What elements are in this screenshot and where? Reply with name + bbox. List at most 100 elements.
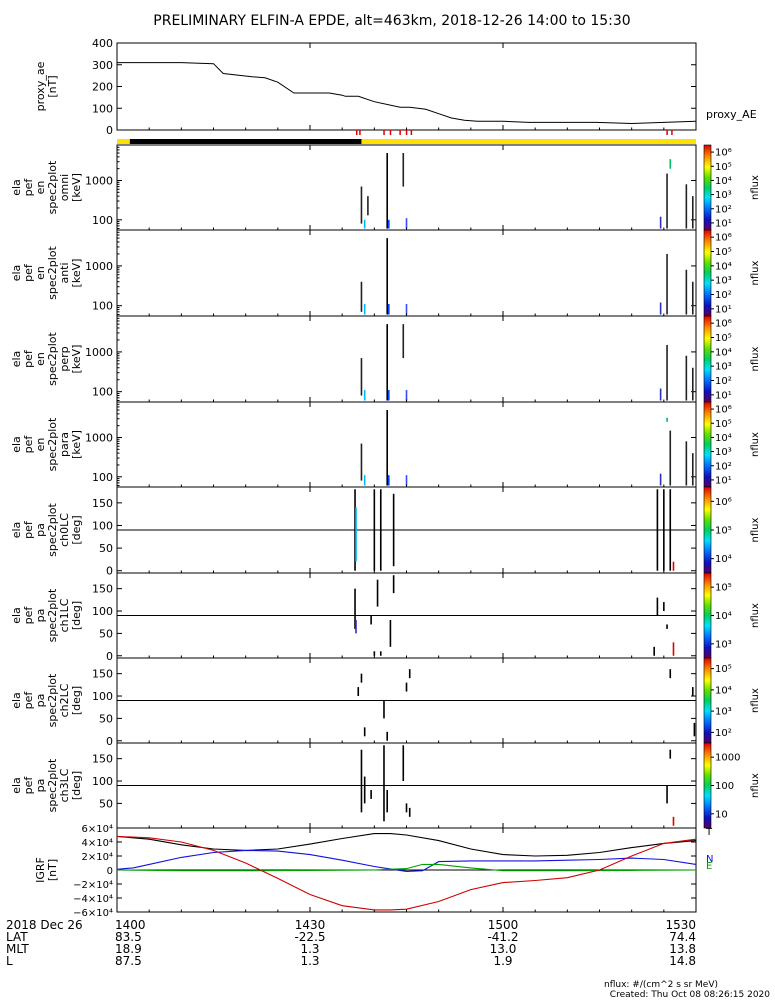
legend-entry: T bbox=[705, 827, 713, 838]
flux-streak bbox=[386, 731, 388, 741]
y-tick-label: 0 bbox=[106, 565, 113, 578]
flux-streak bbox=[373, 489, 376, 571]
y-axis-label: pa bbox=[34, 609, 47, 623]
y-axis-label: IGRF bbox=[34, 857, 47, 883]
y-tick-label: 100 bbox=[92, 214, 113, 227]
legend-entry: E bbox=[706, 861, 712, 872]
y-axis-label: ela bbox=[10, 265, 23, 282]
colorbar bbox=[703, 401, 712, 488]
flux-streak bbox=[691, 281, 694, 315]
flux-streak bbox=[405, 475, 408, 486]
y-tick-label: −4×10⁴ bbox=[73, 894, 113, 905]
state-marker bbox=[383, 130, 385, 135]
y-tick-label: 0 bbox=[106, 650, 113, 663]
colorbar-tick-label: 10² bbox=[715, 461, 732, 472]
ephem-value: 83.5 bbox=[115, 930, 142, 944]
ephem-value: 1430 bbox=[295, 918, 326, 932]
y-axis-label: spec2plot bbox=[46, 758, 59, 812]
flux-streak bbox=[388, 219, 390, 229]
colorbar-tick-label: 10⁶ bbox=[715, 405, 732, 416]
state-segment bbox=[361, 139, 696, 144]
flux-streak bbox=[653, 646, 655, 656]
y-tick-label: 100 bbox=[92, 102, 113, 115]
state-marker bbox=[405, 130, 408, 135]
ephem-value: 87.5 bbox=[115, 954, 142, 968]
flux-streak bbox=[691, 453, 694, 486]
y-axis-label: pef bbox=[22, 691, 35, 710]
colorbar-tick-label: 10⁵ bbox=[715, 526, 732, 537]
proxy-ae-line bbox=[117, 62, 697, 125]
ephem-value: 18.9 bbox=[115, 942, 142, 956]
colorbar bbox=[703, 742, 712, 829]
flux-streak bbox=[367, 196, 369, 216]
colorbar-tick-label: 10⁶ bbox=[715, 148, 732, 159]
flux-streak bbox=[691, 196, 694, 229]
colorbar-tick-label: 10² bbox=[715, 376, 732, 387]
panel-state-bar bbox=[117, 130, 696, 144]
y-tick-label: 0 bbox=[106, 735, 113, 748]
y-tick-label: 100 bbox=[92, 386, 113, 399]
flux-streak bbox=[379, 489, 382, 571]
flux-streak bbox=[360, 186, 363, 224]
panel-ch2lc: 0 50 100 150 ela pef pa spec2plot ch2LC [deg] 10² 1… bbox=[10, 657, 761, 748]
flux-streak bbox=[354, 588, 356, 629]
created-note: Created: Thu Oct 08 08:26:15 2020 bbox=[610, 990, 770, 1000]
state-marker bbox=[399, 130, 401, 135]
y-axis-label: proxy_ae bbox=[34, 61, 47, 111]
flux-streak bbox=[392, 493, 395, 567]
ephem-value: 1500 bbox=[488, 918, 519, 932]
y-tick-label: 1000 bbox=[85, 431, 113, 444]
flux-streak bbox=[691, 367, 694, 401]
y-axis-label: [deg] bbox=[70, 686, 83, 715]
igrf-series-e bbox=[116, 863, 697, 872]
ephem-value: 1400 bbox=[115, 918, 146, 932]
y-axis-label: [nT] bbox=[46, 75, 59, 97]
flux-streak bbox=[669, 430, 672, 486]
colorbar-tick-label: 10³ bbox=[715, 707, 732, 718]
flux-streak bbox=[656, 489, 659, 571]
flux-streak bbox=[363, 776, 366, 804]
y-axis-label: pa bbox=[34, 779, 47, 793]
flux-streak bbox=[360, 358, 363, 396]
colorbar-tick-label: 10³ bbox=[715, 362, 732, 373]
colorbar-tick-label: 10 bbox=[715, 809, 728, 820]
flux-streak bbox=[363, 475, 366, 486]
flux-streak bbox=[388, 390, 390, 401]
flux-streak bbox=[379, 651, 382, 656]
flux-streak bbox=[405, 682, 408, 692]
y-tick-label: 50 bbox=[99, 712, 113, 725]
panel-frame bbox=[116, 144, 697, 231]
flux-streak bbox=[685, 355, 688, 401]
y-tick-label: 150 bbox=[92, 668, 113, 681]
colorbar-tick-label: 10⁵ bbox=[715, 333, 732, 344]
flux-streak bbox=[357, 687, 360, 697]
y-axis-label: perp bbox=[58, 346, 71, 371]
y-axis-label: spec2plot bbox=[46, 417, 59, 471]
colorbar-tick-label: 10³ bbox=[715, 190, 732, 201]
colorbar-tick-label: 10⁴ bbox=[715, 176, 732, 187]
flux-streak bbox=[355, 507, 357, 562]
colorbar-tick-label: 10⁴ bbox=[715, 554, 732, 565]
y-axis-label: pef bbox=[22, 178, 35, 197]
ephem-value: 13.0 bbox=[490, 942, 517, 956]
y-tick-label: 0 bbox=[106, 124, 113, 137]
flux-streak bbox=[669, 159, 672, 169]
y-tick-label: 1000 bbox=[85, 174, 113, 187]
flux-streak bbox=[663, 602, 665, 612]
flux-streak bbox=[363, 219, 366, 229]
x-axis: 2018 Dec 26 1400 1430 1500 1530 LAT 83.5 -22.5 -… bbox=[6, 918, 696, 968]
colorbar-tick-label: 10⁵ bbox=[715, 664, 732, 675]
flux-streak bbox=[354, 489, 356, 571]
y-tick-label: −6×10⁴ bbox=[73, 908, 113, 919]
flux-streak bbox=[355, 619, 357, 634]
y-tick-label: 100 bbox=[92, 690, 113, 703]
y-axis-label: en bbox=[34, 438, 47, 452]
y-axis-label: ela bbox=[10, 436, 23, 453]
y-tick-label: 1000 bbox=[85, 346, 113, 359]
y-tick-label: 6×10⁴ bbox=[82, 824, 113, 835]
panel-frame bbox=[116, 315, 697, 403]
y-tick-label: 400 bbox=[92, 37, 113, 50]
panel-ch0lc: 0 50 100 150 ela pef pa spec2plot ch0LC [deg] 10⁴ 1… bbox=[10, 486, 761, 578]
colorbar-tick-label: 1000 bbox=[715, 753, 740, 764]
y-tick-label: 150 bbox=[92, 753, 113, 766]
